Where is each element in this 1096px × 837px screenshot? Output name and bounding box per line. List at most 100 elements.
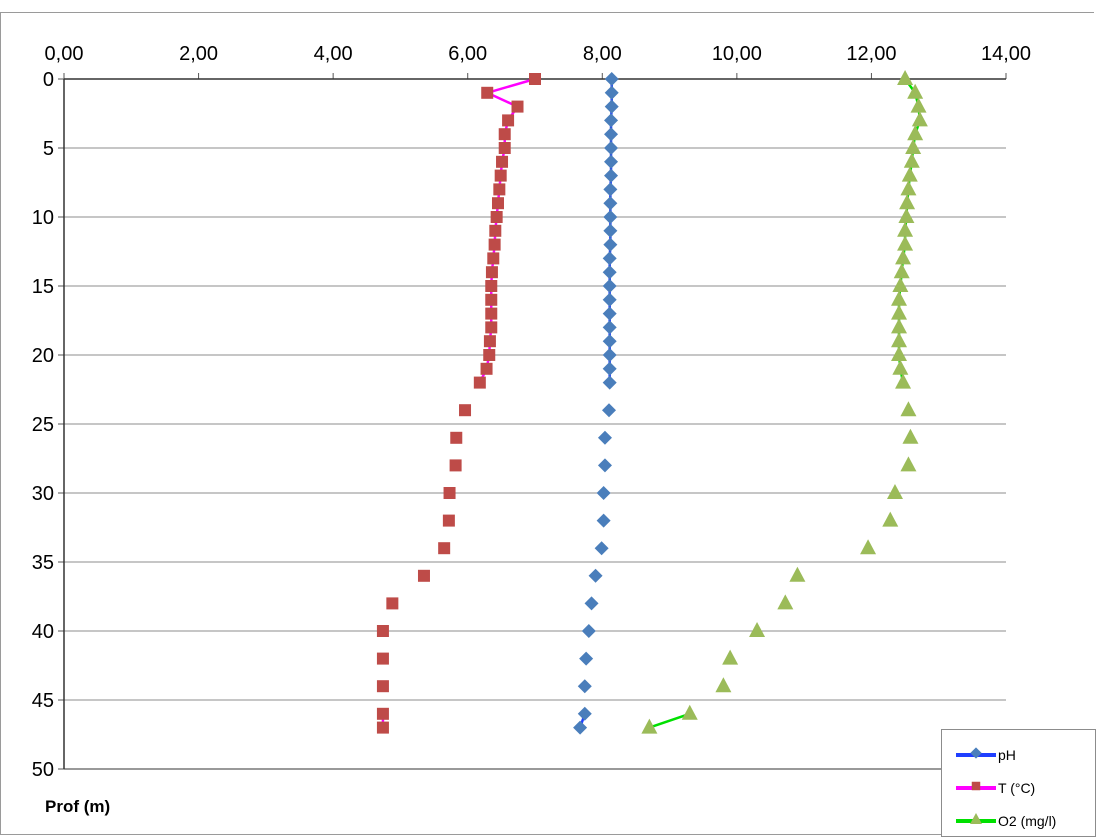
data-point [604, 141, 619, 155]
data-point [597, 430, 612, 445]
data-point [602, 320, 617, 335]
data-point [604, 168, 619, 183]
data-point [480, 362, 493, 375]
data-point [597, 458, 612, 473]
legend-item: pH [956, 740, 1016, 770]
data-point [493, 183, 506, 196]
data-point [900, 456, 917, 472]
data-point [604, 127, 619, 142]
data-point [900, 180, 917, 196]
chart-frame [0, 12, 1094, 835]
data-point [376, 721, 389, 734]
x-tick-label: 2,00 [179, 43, 218, 65]
data-point [488, 238, 501, 251]
data-point [602, 375, 617, 390]
data-point [596, 513, 611, 528]
series-1 [376, 73, 541, 734]
legend-line [956, 813, 996, 824]
data-point [681, 704, 698, 720]
data-point [588, 568, 603, 583]
data-point [893, 263, 910, 279]
data-point [602, 265, 617, 280]
series-line-segment [648, 712, 691, 729]
data-point [886, 484, 903, 499]
legend-label: pH [998, 747, 1016, 763]
data-point [602, 279, 617, 293]
data-point [892, 277, 909, 292]
data-point [900, 401, 917, 417]
data-point [911, 111, 928, 127]
data-point [449, 459, 462, 472]
data-point [485, 280, 498, 292]
legend-line [956, 747, 996, 759]
legend: pH T (°C) O2 (mg/l) [941, 729, 1096, 837]
series-2 [641, 70, 928, 734]
data-point [715, 677, 732, 693]
data-point [596, 486, 611, 500]
data-point [603, 210, 618, 224]
data-point [485, 307, 498, 320]
data-point [905, 139, 922, 154]
data-point [483, 349, 496, 361]
series-layer [376, 70, 928, 735]
x-tick-label: 10,00 [712, 43, 762, 65]
data-point [498, 128, 511, 141]
data-point [443, 487, 456, 499]
data-point [577, 679, 592, 694]
data-point [417, 569, 430, 582]
data-point [891, 304, 908, 320]
y-tick-label: 30 [32, 483, 54, 505]
data-point [502, 114, 515, 127]
legend-label: T (°C) [998, 780, 1036, 796]
data-point [438, 542, 451, 555]
data-point [891, 332, 908, 348]
y-tick-label: 25 [32, 414, 54, 436]
legend-label: O2 (mg/l) [998, 813, 1057, 829]
y-axis-title: Prof (m) [45, 797, 110, 816]
legend-item: T (°C) [956, 773, 1035, 803]
data-point [603, 196, 618, 211]
data-point [511, 100, 524, 113]
data-point [604, 85, 619, 100]
data-point [749, 622, 766, 637]
triangle-marker-icon [970, 813, 982, 824]
data-point [450, 431, 463, 444]
data-point [579, 651, 594, 666]
data-point [573, 720, 588, 735]
data-point [442, 514, 455, 527]
data-point [485, 266, 498, 279]
data-point [777, 594, 794, 610]
data-point [602, 251, 617, 266]
data-point [902, 428, 919, 444]
grid-lines [64, 147, 1006, 770]
y-tick-label: 5 [43, 138, 54, 160]
data-point [483, 335, 496, 348]
data-point [376, 680, 389, 693]
data-point [490, 211, 503, 223]
data-point [603, 182, 618, 197]
data-point [529, 73, 541, 85]
data-point [907, 125, 924, 141]
y-tick-label: 35 [32, 552, 54, 574]
data-point [897, 221, 914, 237]
y-tick-label: 10 [32, 207, 54, 229]
data-point [898, 208, 915, 223]
data-point [459, 404, 472, 417]
data-point [891, 318, 908, 334]
data-point [602, 306, 617, 321]
data-point [496, 155, 509, 168]
data-point [882, 511, 899, 527]
data-point [602, 292, 617, 307]
x-tick-label: 6,00 [448, 43, 487, 65]
data-point [604, 113, 619, 128]
y-tick-label: 50 [32, 759, 54, 781]
data-point [895, 373, 912, 389]
diamond-marker-icon [970, 747, 982, 759]
data-point [498, 142, 511, 154]
data-point [899, 194, 916, 210]
data-point [860, 539, 877, 555]
x-tick-label: 14,00 [981, 43, 1031, 65]
data-point [602, 361, 617, 376]
data-point [641, 718, 658, 734]
data-point [489, 224, 502, 237]
